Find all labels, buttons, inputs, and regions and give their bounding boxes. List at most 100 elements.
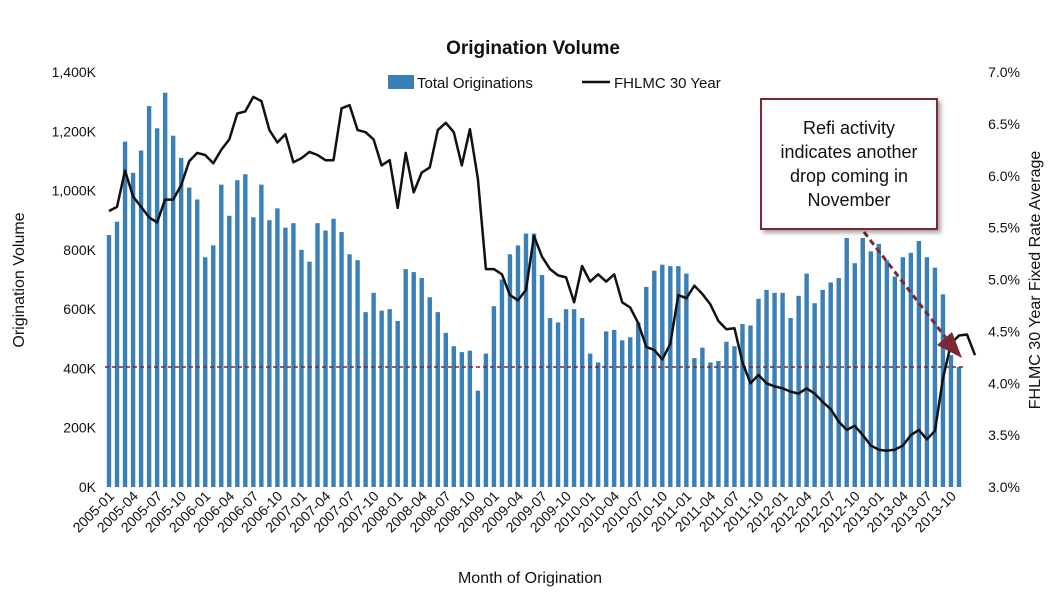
bar (644, 286, 649, 487)
bar (347, 254, 352, 487)
bar (275, 208, 280, 488)
bar (539, 275, 545, 487)
bar (515, 245, 521, 487)
bar (740, 323, 745, 487)
bar (876, 243, 882, 487)
y2-axis-title: FHLMC 30 Year Fixed Rate Average (1027, 151, 1044, 410)
y-tick-label: 1,200K (52, 123, 97, 139)
bar (708, 362, 713, 487)
y2-tick-label: 3.0% (988, 479, 1020, 495)
bar (700, 347, 705, 487)
bar (788, 318, 793, 487)
bar (427, 297, 432, 487)
bar (307, 261, 312, 487)
bar (579, 318, 585, 487)
x-axis-title: Month of Origination (458, 570, 602, 587)
bar (491, 306, 497, 487)
bar (227, 215, 232, 487)
bar (620, 340, 625, 487)
bar (716, 361, 721, 487)
bar (611, 329, 617, 487)
bar (162, 92, 168, 487)
bar (860, 238, 865, 487)
bar (315, 223, 320, 487)
bar (563, 309, 569, 487)
bar (475, 390, 481, 487)
bar (587, 353, 593, 487)
legend: Total Originations FHLMC 30 Year (388, 75, 721, 92)
bar (595, 362, 601, 487)
bar (467, 350, 473, 487)
bar (371, 292, 376, 487)
y-tick-label: 800K (63, 242, 96, 258)
bar (114, 221, 120, 487)
bar (170, 135, 176, 488)
bar (868, 251, 873, 487)
bar (451, 346, 457, 487)
bar (106, 235, 112, 487)
bar (692, 358, 697, 487)
y2-tick-label: 5.5% (988, 220, 1020, 236)
y-tick-label: 1,000K (52, 183, 97, 199)
bar (411, 272, 416, 487)
y2-tick-label: 5.0% (988, 272, 1020, 288)
bar (628, 337, 633, 487)
bar (331, 218, 336, 488)
bar (636, 322, 641, 487)
y-tick-label: 600K (63, 301, 96, 317)
bar (299, 249, 304, 487)
bar (836, 278, 841, 487)
bar (154, 128, 160, 487)
legend-swatch-total-originations (388, 75, 414, 89)
bar (900, 257, 906, 487)
bar (660, 264, 665, 487)
bar (130, 172, 136, 488)
bar (363, 312, 368, 487)
bar (764, 289, 769, 488)
bar (828, 282, 833, 487)
annotation-box: Refi activity indicates another drop com… (760, 98, 938, 230)
bar (291, 223, 296, 487)
bar (219, 184, 224, 487)
y2-tick-label: 7.0% (988, 64, 1020, 80)
bar (852, 263, 857, 487)
bar (555, 322, 561, 487)
bar (940, 294, 946, 487)
bar (668, 266, 673, 487)
bar (355, 260, 360, 487)
bar (547, 318, 553, 487)
y2-tick-label: 4.5% (988, 323, 1020, 339)
y-tick-label: 0K (79, 479, 97, 495)
bar (676, 266, 681, 487)
bar (523, 233, 529, 487)
bar (796, 295, 801, 487)
annotation-arrow-group (862, 231, 962, 358)
y-tick-label: 200K (63, 420, 96, 436)
bar (395, 321, 400, 487)
bar (195, 199, 200, 487)
line-series-fhlmc (108, 95, 977, 452)
bar (339, 232, 344, 487)
chart-title: Origination Volume (446, 38, 620, 59)
bar (387, 309, 392, 487)
bar (748, 325, 753, 487)
bar (772, 292, 777, 487)
bar (924, 257, 930, 487)
bar (419, 278, 424, 487)
bar (804, 273, 809, 487)
legend-label-fhlmc: FHLMC 30 Year (614, 75, 721, 92)
bar (507, 254, 513, 487)
annotation-text: Refi activity indicates another drop com… (780, 118, 918, 210)
bar-series-total-originations (106, 92, 962, 488)
bar (235, 180, 240, 487)
x-axis-ticks: 2005-012005-042005-072005-102006-012006-… (69, 488, 959, 536)
bar (652, 270, 657, 487)
y-axis-title: Origination Volume (11, 212, 28, 347)
bar (724, 341, 729, 487)
rate-line (108, 95, 977, 452)
bar (820, 289, 825, 488)
bar (956, 366, 962, 487)
bar (251, 217, 256, 487)
y-tick-label: 400K (63, 360, 96, 376)
